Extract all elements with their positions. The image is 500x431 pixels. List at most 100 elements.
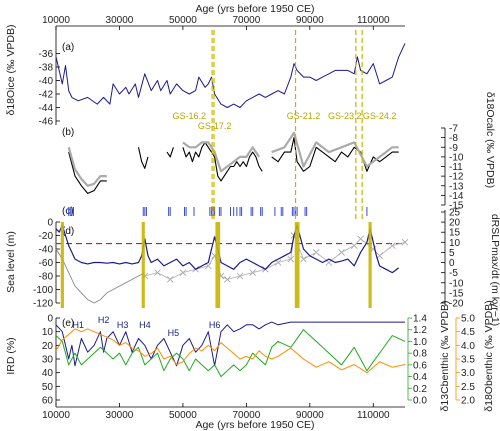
d-y-tick-label: -40 [39,245,54,256]
e-y3-tick-label: 3.0 [461,368,475,379]
gs-annotation: GS-17.2 [198,121,232,131]
heinrich-label: H6 [209,320,221,330]
top-x-tick-label: 70000 [232,15,260,26]
e-y2-tick-label: 0.6 [413,360,427,371]
d-y2-tick-label: 25 [449,208,461,219]
e-y3-tick-label: 3.5 [461,355,475,366]
e-y2-tick-label: 0.0 [413,396,427,407]
d-y2-tick-label: -10 [449,278,464,289]
b-y-tick-label: -15 [449,201,464,212]
heinrich-label: H3 [117,320,129,330]
bottom-xlabel: Age (yrs before 1950 CE) [195,419,314,431]
e-ird-series [55,321,405,367]
d-y-tick-label: -100 [33,285,53,296]
d-y2-tick-label: 20 [449,218,461,229]
bottom-x-tick-label: 30000 [106,410,134,421]
top-x-tick-label: 10000 [42,15,70,26]
e-y3-tick-label: 2.0 [461,396,475,407]
b-calc-series [68,151,107,194]
b-y-tick-label: -10 [449,152,464,163]
e-y3-tick-label: 4.0 [461,341,475,352]
bottom-x-ticks: 10000 30000 50000 70000 90000 110000 [42,403,390,421]
top-x-tick-label: 30000 [106,15,134,26]
a-y-tick-label: -36 [39,49,54,60]
e-y3-tick-label: 4.5 [461,327,475,338]
d-y-tick-label: -80 [39,272,54,283]
b-y-tick-label: -9 [449,143,458,154]
e-d18o-series [55,328,406,374]
e-y-tick-label: 60 [42,396,54,407]
panel-d-label: (d) [62,226,74,237]
heinrich-label: H1 [72,320,84,330]
a-y-tick-label: -44 [39,103,54,114]
ylabel-b: δ18Ocalc (‰ VPDB) [484,92,496,188]
e-y-tick-label: 40 [42,368,54,379]
d-y2-tick-label: 0 [449,258,455,269]
b-y-tick-label: -11 [449,162,463,173]
b-y-tick-label: -12 [449,172,464,183]
heinrich-label: H4 [139,320,151,330]
top-x-ticks: 10000 30000 50000 70000 90000 110000 [42,15,390,30]
e-y-tick-label: 50 [42,382,54,393]
b-y-tick-label: -13 [449,181,464,192]
e-y-tick-label: 0 [47,314,53,325]
e-y2-tick-label: 0.4 [413,372,427,383]
panel-b-label: (b) [62,127,74,138]
gs-annotation: GS-21.2 [287,111,321,121]
panel-e-label: (e) [62,318,74,329]
a-y-tick-label: -42 [39,90,54,101]
b-calc-series [271,131,399,168]
top-x-tick-label: 90000 [296,15,324,26]
y3label-e: δ18Obenthic (‰ VPDB) [483,300,495,411]
d-y2-tick-label: 5 [449,248,455,259]
d-sea-level-cross [401,238,409,246]
b-calc-series [182,141,263,182]
top-xlabel: Age (yrs before 1950 CE) [195,3,314,15]
b-y-tick-label: -7 [449,124,458,135]
b-calc-series [182,141,261,173]
b-y-tick-label: -14 [449,191,464,202]
d-y2-tick-label: 10 [449,238,461,249]
b-calc-series [166,147,174,158]
d-sea-level-gray [144,235,406,280]
d-y-tick-label: -120 [33,299,53,310]
gs-annotation: GS-16.2 [172,111,206,121]
e-y-tick-label: 30 [42,355,54,366]
gs-annotation: GS-23.2 [328,111,362,121]
e-y3-tick-label: 5.0 [461,314,475,325]
d-sea-level-series [55,248,146,304]
b-calc-series [137,147,149,169]
d-y2-tick-label: -5 [449,268,458,279]
top-x-tick-label: 110000 [357,15,390,26]
e-y2-tick-label: 0.2 [413,384,427,395]
e-y2-tick-label: 0.8 [413,349,427,360]
bottom-x-tick-label: 50000 [169,410,197,421]
a-y-tick-label: -38 [39,63,54,74]
yellow-band [141,222,145,308]
d-y-tick-label: -60 [39,258,54,269]
yellow-band [60,222,64,308]
bottom-x-tick-label: 10000 [42,410,70,421]
e-y2-tick-label: 1.0 [413,337,427,348]
e-d13c-series [55,329,406,378]
y2label-e: δ13Cbenthic (‰ VPDB) [439,301,451,412]
a-ice-series [55,43,406,108]
e-y-tick-label: 10 [42,327,54,338]
plot-area: -36-38-40-42-44-46-7-8-9-10-11-12-13-14-… [33,26,475,407]
overlay-layer: GS-16.2GS-17.2 GS-21.2 GS-23.2 GS-24.2 [60,30,396,308]
yellow-band [294,222,300,308]
d-y2-tick-label: -20 [449,299,464,310]
e-y2-tick-label: 1.4 [413,314,427,325]
panel-a-label: (a) [62,42,74,53]
heinrich-label: H5 [168,328,180,338]
heinrich-label: H2 [98,315,110,325]
top-x-tick-label: 50000 [169,15,197,26]
yellow-band [215,222,221,308]
ylabel-e: IRD (%) [5,337,17,374]
b-y-tick-label: -8 [449,133,458,144]
ylabel-d: Sea level (m) [5,231,17,293]
bottom-x-tick-label: 90000 [296,410,324,421]
b-calc-series [271,137,399,172]
bottom-x-tick-label: 110000 [357,410,390,421]
